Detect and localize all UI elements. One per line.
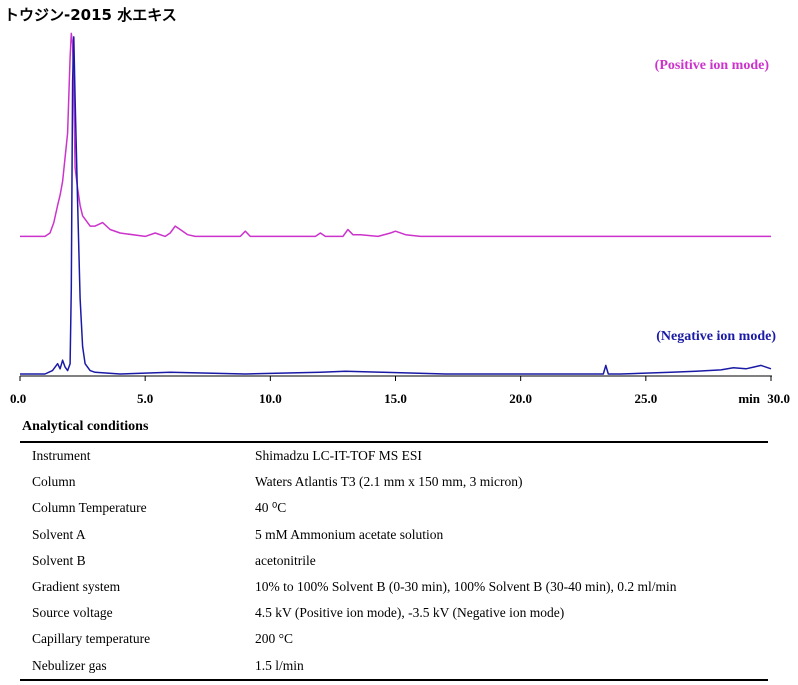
condition-label: Solvent A — [32, 526, 86, 542]
x-tick-label: 30.0 — [767, 391, 790, 406]
chromatogram-chart: 0.0 5.0 10.0 15.0 20.0 25.0 30.0 min — [10, 32, 790, 406]
series-line-positive — [20, 32, 771, 238]
condition-value: Waters Atlantis T3 (2.1 mm x 150 mm, 3 m… — [255, 474, 523, 490]
x-tick-label: 15.0 — [384, 391, 407, 406]
conditions-heading: Analytical conditions — [22, 419, 149, 434]
conditions-table: Instrument Shimadzu LC-IT-TOF MS ESI Colum… — [20, 441, 768, 681]
x-tick-label: 5.0 — [137, 391, 153, 406]
series-line-negative — [20, 36, 772, 375]
condition-value: Shimadzu LC-IT-TOF MS ESI — [255, 448, 422, 464]
condition-label: Instrument — [32, 448, 91, 464]
condition-value: 40 ⁰C — [255, 500, 287, 516]
condition-row: Solvent A 5 mM Ammonium acetate solution — [20, 522, 768, 548]
condition-value: 4.5 kV (Positive ion mode), -3.5 kV (Neg… — [255, 605, 565, 621]
condition-label: Column Temperature — [32, 500, 147, 516]
condition-label: Column — [32, 474, 76, 490]
series-layer — [20, 32, 772, 375]
condition-label: Solvent B — [32, 552, 86, 568]
x-tick-label: 10.0 — [259, 391, 282, 406]
condition-row: Gradient system 10% to 100% Solvent B (0-… — [20, 574, 768, 600]
condition-row: Column Temperature 40 ⁰C — [20, 495, 768, 521]
x-tick-label: 20.0 — [509, 391, 532, 406]
condition-row: Nebulizer gas 1.5 l/min — [20, 653, 768, 680]
condition-label: Source voltage — [32, 605, 113, 621]
condition-label: Nebulizer gas — [32, 657, 107, 673]
x-tick-label: 0.0 — [10, 391, 26, 406]
condition-row: Capillary temperature 200 °C — [20, 626, 768, 652]
positive-mode-label: (Positive ion mode) — [654, 58, 769, 73]
condition-value: 200 °C — [255, 631, 294, 647]
condition-row: Solvent B acetonitrile — [20, 548, 768, 574]
condition-value: 10% to 100% Solvent B (0-30 min), 100% S… — [255, 579, 677, 595]
x-ticks: 0.0 5.0 10.0 15.0 20.0 25.0 30.0 min — [10, 376, 790, 406]
condition-value: 1.5 l/min — [255, 657, 304, 673]
condition-value: acetonitrile — [255, 552, 316, 568]
condition-row: Column Waters Atlantis T3 (2.1 mm x 150 m… — [20, 469, 768, 495]
x-tick-label: 25.0 — [634, 391, 657, 406]
condition-row: Source voltage 4.5 kV (Positive ion mode)… — [20, 600, 768, 626]
negative-mode-label: (Negative ion mode) — [656, 329, 776, 344]
condition-value: 5 mM Ammonium acetate solution — [255, 526, 444, 542]
condition-label: Gradient system — [32, 579, 121, 595]
condition-label: Capillary temperature — [32, 631, 151, 647]
chart-title: トウジン-2015 水エキス — [4, 6, 177, 24]
x-axis-unit-label: min — [738, 391, 760, 406]
condition-row: Instrument Shimadzu LC-IT-TOF MS ESI — [20, 442, 768, 469]
